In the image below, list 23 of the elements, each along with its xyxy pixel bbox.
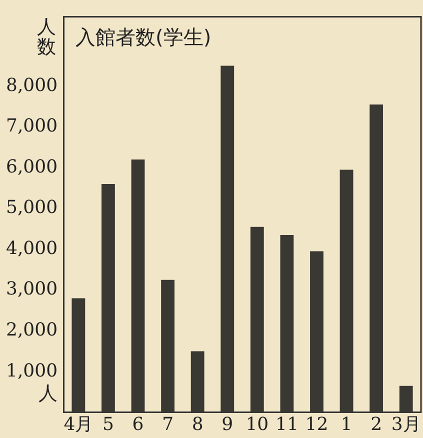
x-tick-label: 3月	[391, 414, 421, 435]
x-tick-label: 4月	[64, 414, 94, 435]
y-tick-label: 4,000	[6, 238, 58, 259]
y-tick-label: 2,000	[6, 320, 58, 341]
text: 入館者数(学生)	[76, 25, 212, 50]
x-tick-label: 5	[102, 414, 114, 435]
x-tick-label: 12	[305, 414, 328, 435]
y-tick-label: 1,000	[6, 360, 58, 382]
y-tick-label: 3,000	[6, 278, 58, 300]
y-tick-label: 5,000	[6, 197, 58, 218]
x-tick-label: 6	[132, 414, 144, 435]
x-tick-label: 8	[192, 414, 204, 435]
x-tick-label: 2	[370, 414, 382, 435]
x-tick-label: 10	[246, 414, 269, 435]
y-axis-title: 人数	[37, 16, 56, 58]
y-tick-label: 8,000	[6, 74, 58, 96]
x-tick-label: 9	[222, 414, 234, 435]
y-tick-label: 6,000	[6, 156, 58, 178]
x-tick-label: 1	[340, 414, 352, 435]
x-tick-label: 7	[162, 414, 174, 435]
x-tick-label: 11	[275, 414, 298, 435]
y-tick-label: 7,000	[6, 116, 58, 137]
text: 人	[38, 382, 58, 404]
